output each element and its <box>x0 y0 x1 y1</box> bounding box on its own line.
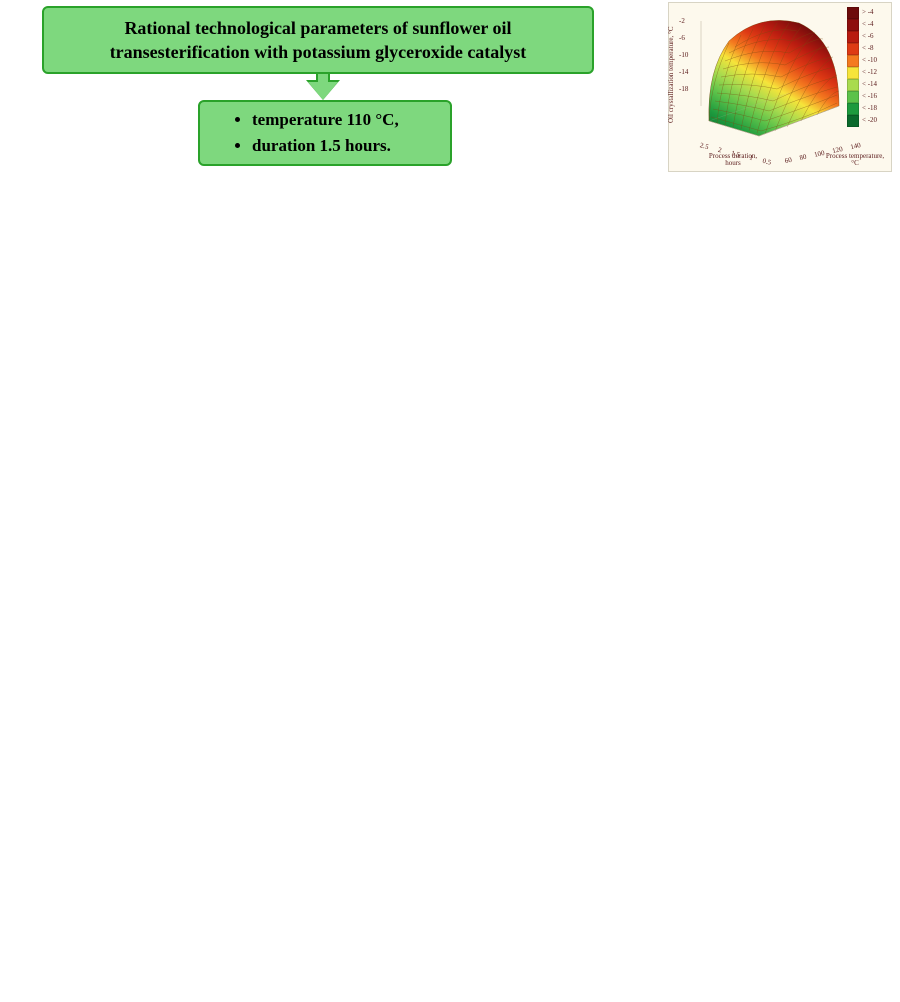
surface-shape <box>709 20 839 136</box>
legend-swatch <box>847 43 859 55</box>
legend-row: < -12 <box>847 67 887 79</box>
legend-swatch <box>847 7 859 19</box>
legend-row: < -20 <box>847 115 887 127</box>
legend-label: < -6 <box>862 33 874 41</box>
legend-swatch <box>847 19 859 31</box>
tick: -2 <box>679 17 688 34</box>
diagram-container: Rational technological parameters of sun… <box>0 0 900 180</box>
tick: 100 <box>813 149 825 159</box>
tick: 140 <box>849 141 861 151</box>
legend-row: < -8 <box>847 43 887 55</box>
parameters-box: temperature 110 °C, duration 1.5 hours. <box>198 100 452 166</box>
tick: 80 <box>798 153 807 162</box>
legend-label: < -10 <box>862 57 877 65</box>
legend-swatch <box>847 91 859 103</box>
legend-label: < -16 <box>862 93 877 101</box>
legend-label: < -14 <box>862 81 877 89</box>
tick: 2.5 <box>699 141 709 151</box>
tick: -10 <box>679 51 688 68</box>
duration-axis-label: Process duration, hours <box>703 153 763 167</box>
tick: -14 <box>679 68 688 85</box>
tick: -18 <box>679 85 688 102</box>
legend-swatch <box>847 115 859 127</box>
tick: 60 <box>784 156 793 165</box>
surface-chart-panel: Oil crystallization temperature, °C -2 -… <box>668 2 892 172</box>
legend-swatch <box>847 55 859 67</box>
legend-label: < -18 <box>862 105 877 113</box>
legend-row: < -18 <box>847 103 887 115</box>
parameters-list: temperature 110 °C, duration 1.5 hours. <box>230 107 450 160</box>
parameter-item: temperature 110 °C, <box>252 107 450 133</box>
z-axis-ticks: -2 -6 -10 -14 -18 <box>679 17 688 102</box>
title-box: Rational technological parameters of sun… <box>42 6 594 74</box>
legend-swatch <box>847 103 859 115</box>
legend-label: < -4 <box>862 21 874 29</box>
surface-plot <box>689 11 849 151</box>
legend-row: < -16 <box>847 91 887 103</box>
legend-label: < -12 <box>862 69 877 77</box>
legend-row: < -14 <box>847 79 887 91</box>
legend-row: < -4 <box>847 19 887 31</box>
legend-row: < -10 <box>847 55 887 67</box>
legend-swatch <box>847 67 859 79</box>
legend-swatch <box>847 79 859 91</box>
tick: 0.5 <box>762 157 772 167</box>
z-axis-label: Oil crystallization temperature, °C <box>667 27 675 124</box>
legend-row: < -6 <box>847 31 887 43</box>
chart-legend: > -4 < -4 < -6 < -8 < -10 < -12 < -14 < … <box>847 7 887 127</box>
legend-label: < -8 <box>862 45 874 53</box>
legend-label: > -4 <box>862 9 874 17</box>
legend-label: < -20 <box>862 117 877 125</box>
legend-row: > -4 <box>847 7 887 19</box>
tick: -6 <box>679 34 688 51</box>
title-text: Rational technological parameters of sun… <box>54 16 582 65</box>
parameter-item: duration 1.5 hours. <box>252 133 450 159</box>
temperature-axis-label: Process temperature, °C <box>825 153 885 167</box>
legend-swatch <box>847 31 859 43</box>
